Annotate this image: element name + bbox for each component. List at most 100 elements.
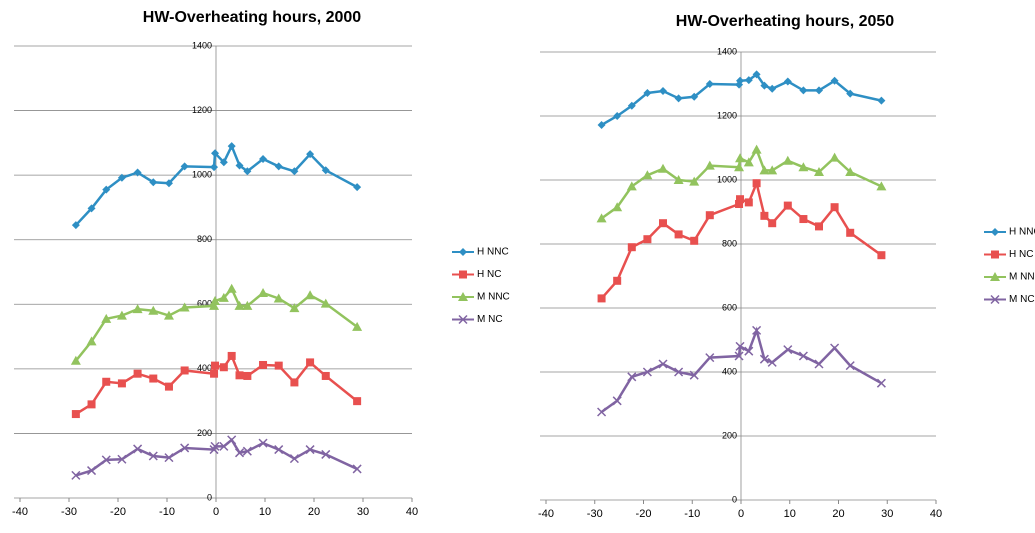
legend-label: M NNC: [1009, 272, 1035, 283]
y-tick-label: 200: [197, 428, 212, 438]
marker: [759, 354, 769, 364]
marker: [830, 203, 839, 212]
marker: [846, 228, 855, 237]
y-tick-label: 600: [722, 302, 737, 312]
marker: [814, 359, 824, 369]
marker: [259, 360, 268, 369]
marker: [597, 120, 606, 129]
marker: [101, 313, 112, 323]
marker: [734, 351, 744, 361]
marker: [829, 152, 840, 162]
marker: [735, 200, 744, 208]
marker: [735, 153, 746, 163]
marker: [132, 304, 143, 314]
marker: [226, 283, 237, 293]
marker: [87, 466, 97, 476]
marker: [674, 94, 683, 103]
x-tick-label: 30: [357, 506, 369, 518]
marker: [783, 201, 792, 210]
marker: [458, 292, 468, 301]
marker: [235, 161, 244, 170]
marker: [353, 183, 362, 192]
x-tick-label: -10: [159, 506, 175, 518]
marker: [180, 162, 189, 171]
y-tick-label: 1200: [192, 105, 212, 115]
marker: [116, 310, 127, 320]
marker: [744, 198, 753, 207]
marker: [798, 162, 809, 172]
marker: [101, 455, 111, 465]
marker: [458, 314, 468, 325]
marker: [815, 86, 823, 95]
marker: [321, 449, 331, 459]
marker: [321, 371, 330, 380]
x-tick-label: 30: [881, 508, 893, 520]
marker: [164, 382, 173, 391]
marker: [642, 170, 653, 180]
marker: [674, 367, 684, 377]
chart: HW-Overheating hours, 200002004006008001…: [12, 9, 510, 518]
marker: [209, 445, 219, 455]
marker: [274, 361, 283, 370]
marker: [227, 435, 237, 445]
marker: [86, 336, 97, 346]
marker: [210, 296, 221, 306]
y-tick-label: 200: [722, 430, 737, 440]
y-tick-label: 1400: [192, 40, 212, 50]
x-tick-label: 10: [259, 506, 271, 518]
marker: [102, 185, 111, 194]
marker: [799, 215, 808, 224]
marker: [658, 359, 668, 369]
marker: [210, 163, 219, 172]
marker: [690, 236, 699, 245]
marker: [783, 345, 793, 355]
marker: [690, 92, 699, 101]
marker: [305, 290, 316, 300]
marker: [242, 446, 252, 456]
marker: [133, 168, 142, 177]
x-tick-label: -20: [110, 506, 126, 518]
y-tick-label: 600: [197, 299, 212, 309]
marker: [759, 165, 770, 175]
marker: [613, 276, 622, 285]
y-tick-label: 1000: [192, 170, 212, 180]
legend-label: M NC: [1009, 294, 1035, 305]
marker: [734, 162, 745, 172]
marker: [613, 112, 622, 120]
marker: [990, 294, 1000, 305]
marker: [783, 77, 792, 86]
marker: [180, 366, 189, 375]
marker: [642, 367, 652, 377]
marker: [321, 166, 330, 175]
marker: [459, 248, 467, 256]
marker: [596, 213, 607, 223]
marker: [164, 453, 174, 463]
marker: [117, 454, 127, 464]
marker: [626, 181, 637, 191]
marker: [846, 89, 855, 98]
marker: [704, 160, 715, 170]
marker: [744, 346, 754, 356]
x-tick-label: -30: [61, 506, 77, 518]
marker: [830, 76, 839, 85]
marker: [274, 445, 284, 455]
marker: [627, 101, 636, 110]
marker: [219, 441, 229, 451]
marker: [612, 202, 623, 212]
chart-title: HW-Overheating hours, 2000: [143, 9, 362, 26]
marker: [117, 379, 126, 388]
marker: [814, 167, 824, 176]
legend-label: M NC: [477, 314, 503, 325]
y-tick-label: 800: [722, 238, 737, 248]
marker: [352, 321, 363, 331]
marker: [353, 397, 362, 406]
legend-label: H NC: [477, 269, 501, 280]
marker: [627, 372, 637, 382]
marker: [845, 167, 856, 176]
marker: [705, 353, 715, 363]
x-tick-label: 40: [406, 506, 418, 518]
series-line: [600, 326, 883, 414]
marker: [991, 250, 999, 259]
marker: [234, 300, 245, 310]
marker: [210, 369, 219, 378]
